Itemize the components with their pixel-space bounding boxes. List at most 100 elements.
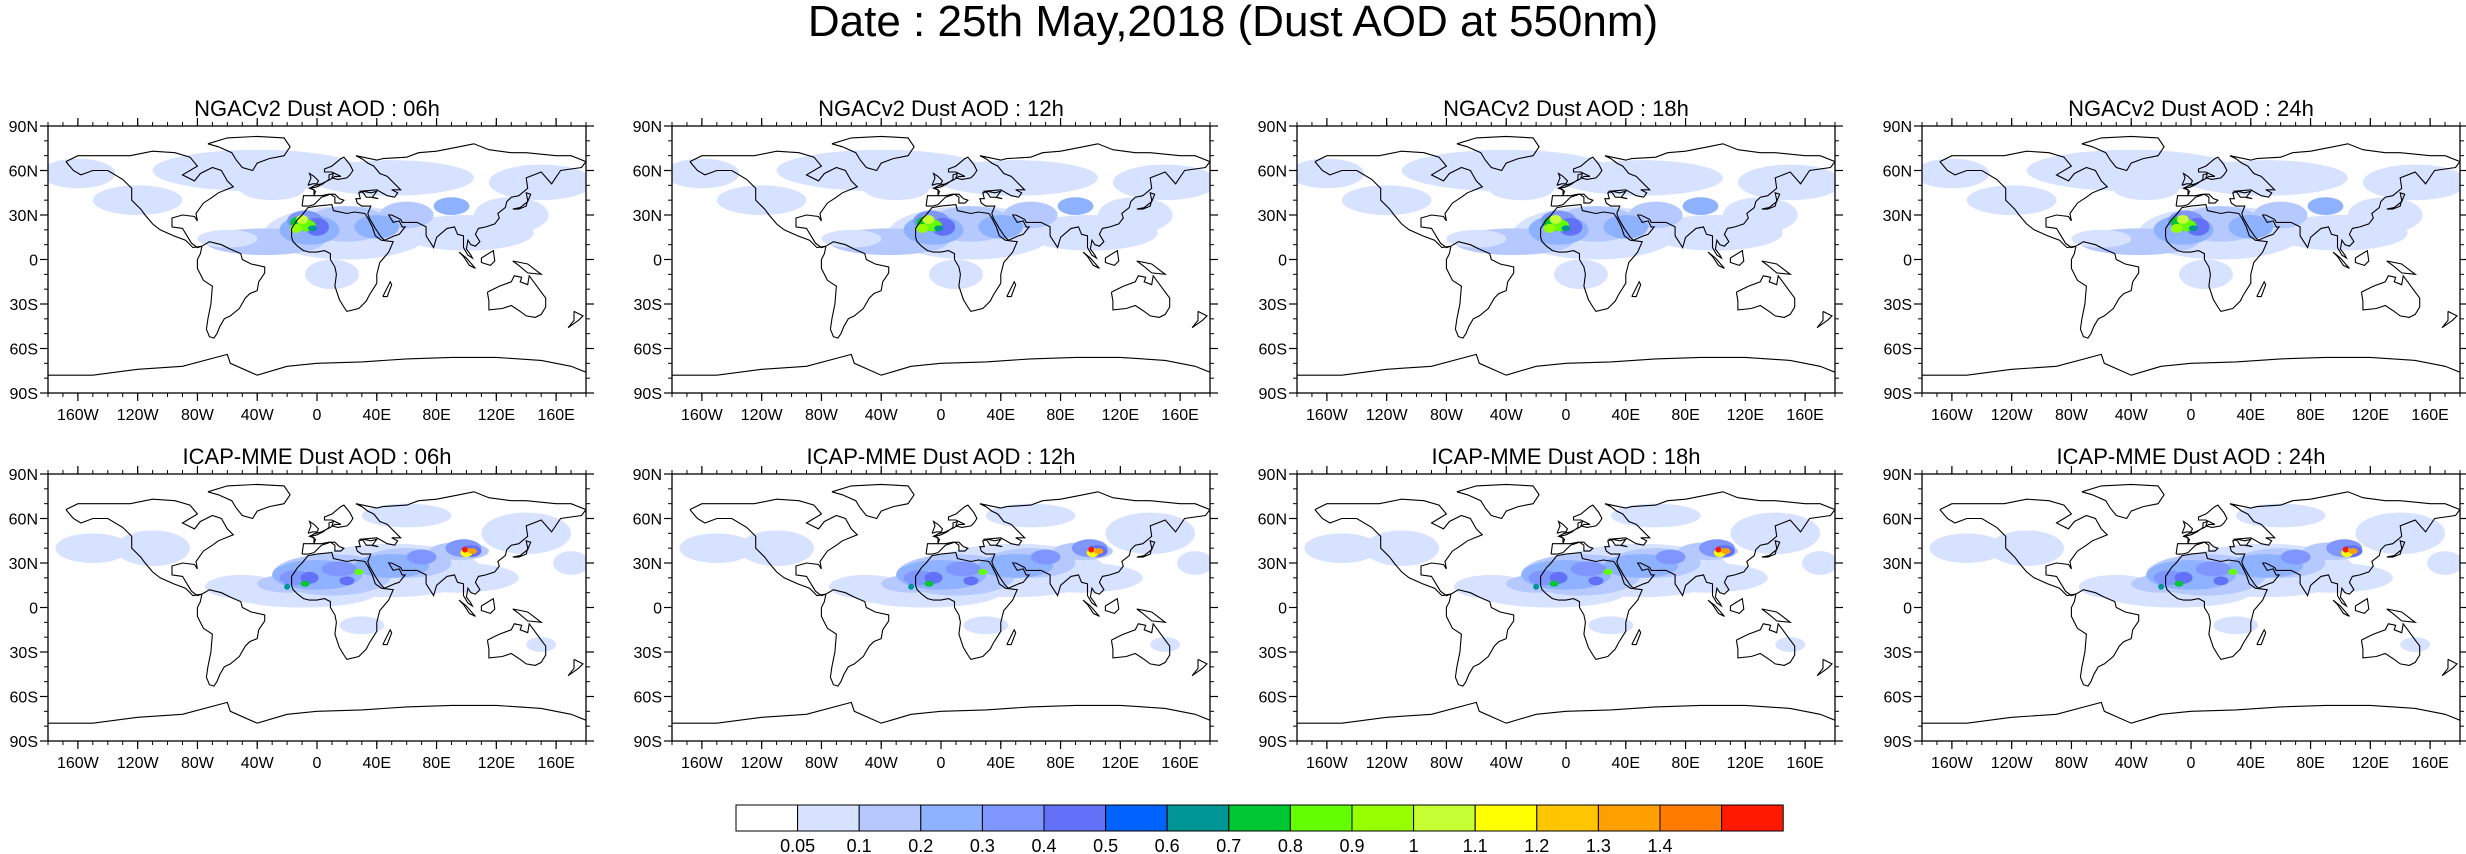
coastline xyxy=(1631,280,1642,298)
colorbar-swatch xyxy=(1659,804,1723,832)
aod-region xyxy=(978,568,988,575)
lon-tick-label: 160W xyxy=(1306,407,1349,424)
coastline xyxy=(291,552,394,661)
aod-region xyxy=(1364,530,1439,566)
coastline xyxy=(931,172,944,186)
lon-tick-label: 160E xyxy=(537,407,574,424)
lon-tick-label: 0 xyxy=(313,755,322,772)
aod-region xyxy=(2213,576,2229,586)
lon-tick-label: 80W xyxy=(805,407,839,424)
lat-tick-label: 30N xyxy=(633,556,662,573)
aod-region xyxy=(679,533,755,564)
coastline xyxy=(1922,353,2460,376)
coastline xyxy=(2441,658,2458,677)
aod-region xyxy=(1655,549,1686,565)
panel-title: NGACv2 Dust AOD : 12h xyxy=(818,96,1064,121)
lon-tick-label: 160W xyxy=(1931,407,1974,424)
aod-region xyxy=(1094,548,1104,555)
coastline xyxy=(1314,150,1484,249)
lat-tick-label: 0 xyxy=(1278,601,1287,618)
lon-tick-label: 120W xyxy=(1991,407,2034,424)
colorbar-swatch xyxy=(1351,804,1415,832)
coastline xyxy=(1540,552,1643,661)
coastline xyxy=(979,143,1210,260)
coastline xyxy=(1939,150,2109,249)
aod-region xyxy=(361,503,452,528)
aod-region xyxy=(406,549,437,565)
aod-region xyxy=(1737,164,1835,201)
coastline xyxy=(831,135,915,172)
lon-tick-label: 160E xyxy=(2411,407,2448,424)
lon-tick-label: 160W xyxy=(1306,755,1349,772)
colorbar-swatch xyxy=(735,804,799,832)
coastline xyxy=(1707,599,1725,617)
lon-tick-label: 0 xyxy=(2187,755,2196,772)
lat-tick-label: 90N xyxy=(633,467,662,484)
coastline xyxy=(2354,597,2370,615)
coastline xyxy=(1297,701,1835,724)
lon-tick-label: 80W xyxy=(181,407,215,424)
lon-tick-label: 0 xyxy=(937,407,946,424)
coastline xyxy=(1191,658,1208,677)
map-panel: NGACv2 Dust AOD : 18h 90N 60N 30N 0 30S 60S 90S… xyxy=(1258,96,1843,424)
lat-tick-label: 0 xyxy=(1278,253,1287,270)
lat-tick-label: 30S xyxy=(10,297,38,314)
coastline xyxy=(2354,249,2370,267)
aod-region xyxy=(92,185,183,216)
coastline xyxy=(1922,701,2460,724)
coastline xyxy=(1191,310,1208,329)
coastline xyxy=(512,260,544,276)
coastline xyxy=(1540,204,1643,313)
colorbar-swatch xyxy=(1721,804,1784,832)
coastline xyxy=(2181,172,2194,186)
panel-title: ICAP-MME Dust AOD : 18h xyxy=(1432,444,1701,469)
coastline xyxy=(1456,135,1540,172)
aod-field xyxy=(1304,503,1835,652)
coastline xyxy=(2070,241,2140,339)
lon-tick-label: 40E xyxy=(363,407,391,424)
map-panel: NGACv2 Dust AOD : 24h 90N 60N 30N 0 30S 60S 90S… xyxy=(1883,96,2466,424)
coastline xyxy=(1082,599,1100,617)
aod-region xyxy=(197,229,258,248)
lon-tick-label: 120E xyxy=(478,755,515,772)
lat-tick-label: 90N xyxy=(1258,119,1287,136)
lon-tick-label: 120W xyxy=(1991,755,2034,772)
coastline xyxy=(2165,204,2268,313)
coastline xyxy=(2386,608,2418,624)
lat-tick-label: 30N xyxy=(633,208,662,225)
colorbar-label: 1.4 xyxy=(1647,836,1672,854)
colorbar-label: 0.05 xyxy=(780,836,815,854)
lat-tick-label: 60N xyxy=(1883,164,1912,181)
lat-tick-label: 90S xyxy=(1259,386,1287,403)
coastline xyxy=(1556,172,1569,186)
coastline xyxy=(48,353,586,376)
coastline xyxy=(1761,260,1793,276)
colorbar-label: 0.8 xyxy=(1278,836,1303,854)
lon-tick-label: 40W xyxy=(2115,407,2149,424)
lat-tick-label: 60S xyxy=(1259,690,1287,707)
coastline xyxy=(567,658,584,677)
lon-tick-label: 80E xyxy=(2296,407,2324,424)
coastline xyxy=(2229,491,2460,608)
aod-region xyxy=(300,580,310,587)
aod-region xyxy=(1528,570,1559,586)
colorbar-label: 0.6 xyxy=(1155,836,1180,854)
lat-tick-label: 60S xyxy=(634,342,662,359)
colorbar-label: 1.2 xyxy=(1524,836,1549,854)
lat-tick-label: 30N xyxy=(1883,556,1912,573)
coastline xyxy=(1550,156,1603,207)
lon-tick-label: 160E xyxy=(1161,755,1198,772)
aod-region xyxy=(354,568,364,575)
aod-region xyxy=(929,259,983,290)
colorbar: 0.05 0.1 0.2 0.3 0.4 0.5 0.6 0.7 0.8 0.9 1 1.1 1.2 1.… xyxy=(735,804,1784,854)
aod-region xyxy=(48,158,116,189)
lon-tick-label: 40E xyxy=(363,755,391,772)
aod-region xyxy=(1554,259,1608,290)
lon-tick-label: 120W xyxy=(1366,407,1409,424)
lon-tick-label: 40W xyxy=(241,755,275,772)
coastline xyxy=(1761,608,1793,624)
colorbar-swatch xyxy=(1536,804,1599,832)
aod-region xyxy=(1570,561,1607,577)
coastline xyxy=(931,520,944,534)
lat-tick-label: 60S xyxy=(10,690,38,707)
